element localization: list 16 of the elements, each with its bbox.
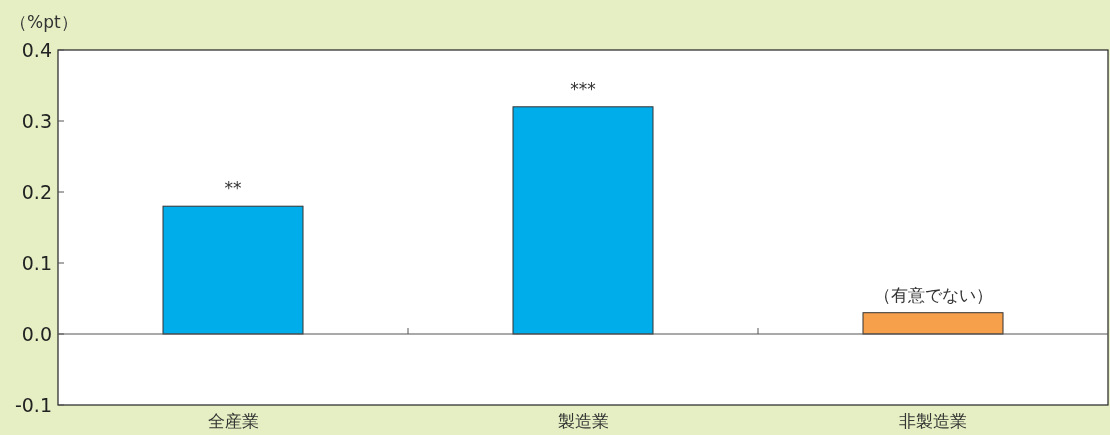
x-tick-label: 全産業 (207, 411, 259, 431)
y-tick-label: 0.4 (21, 38, 52, 61)
y-tick-label: 0.0 (21, 322, 52, 345)
y-tick-label: 0.2 (21, 180, 52, 203)
x-tick-label: 製造業 (557, 411, 609, 431)
x-tick-label: 非製造業 (899, 411, 967, 431)
bar (162, 205, 304, 335)
y-tick-label: -0.1 (14, 393, 52, 416)
y-tick-label: 0.1 (21, 251, 52, 274)
y-axis-title: （%pt） (10, 12, 78, 32)
annotation: （有意でない） (873, 284, 993, 305)
annotation: ** (224, 178, 242, 199)
annotation: *** (570, 78, 596, 99)
bar (862, 312, 1004, 335)
y-tick-label: 0.3 (21, 109, 52, 132)
bar (512, 106, 654, 335)
